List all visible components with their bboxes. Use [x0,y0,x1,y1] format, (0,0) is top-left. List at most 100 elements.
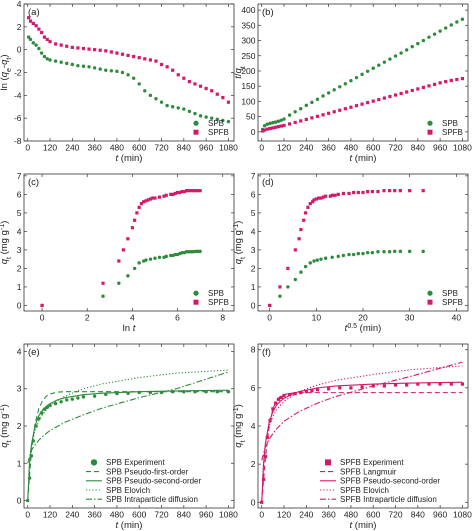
data-point [421,85,425,90]
data-point [215,92,219,96]
data-point [70,397,75,401]
data-point [286,285,290,289]
data-point [388,94,392,99]
data-point [196,189,200,193]
data-point [26,498,30,503]
data-point [132,54,136,59]
x-tick-label: 2 [85,313,90,323]
legend-label: SPFB Intraparticle diffusion [340,495,437,504]
data-point [276,125,281,129]
data-point [377,63,381,67]
data-point [198,114,203,118]
data-point [98,67,102,71]
y-axis-label: ln (qe-qt) [0,55,13,91]
legend-label: SPB Elovich [106,486,150,495]
x-tick-label: 360 [322,143,336,153]
plot-frame [23,173,235,312]
data-point [81,46,86,51]
y-tick-label: 300 [241,36,255,46]
y-tick-label: 6 [251,189,256,199]
panel-label: (d) [262,177,274,188]
data-point [332,88,336,92]
data-point [278,285,282,289]
data-point [76,396,80,400]
legend-marker [193,290,199,296]
legend-label: SPB [208,119,224,128]
x-tick-label: 120 [43,510,57,520]
data-point [271,407,275,411]
data-point [336,192,340,196]
data-point [438,81,442,85]
data-point [126,73,130,77]
data-point [126,274,130,278]
chart-panel: (d) 0 10 20 30 40 0 1 2 3 4 5 6 7 t0.5 (min) qt (mg g-1… [233,171,469,334]
data-point [347,252,351,257]
legend-marker [427,120,433,126]
data-point [37,416,41,421]
x-tick-label: 1080 [453,143,472,153]
x-tick-label: 720 [388,510,402,520]
data-point [302,218,306,222]
x-axis-label: t (min) [116,153,143,164]
data-point [171,192,175,196]
data-point [317,196,321,200]
data-point [449,23,453,27]
data-point [175,190,180,195]
data-point [37,27,41,31]
legend-marker [193,120,199,126]
data-point [287,392,292,397]
x-tick-label: 0 [25,510,30,520]
data-point [382,250,386,254]
data-point [438,29,442,33]
chart-panel: (e) 0 120 240 360 480 600 720 840 960 1080 0 1 2 3 4 t (… [0,343,238,531]
data-point [304,390,308,394]
data-point [371,66,375,70]
x-tick-label: 480 [344,510,358,520]
data-point [393,189,397,193]
x-tick-label: 600 [366,510,380,520]
data-point [360,385,364,389]
panel-label: (e) [28,347,40,358]
data-point [187,109,192,114]
data-point [268,126,272,131]
data-point [410,44,414,49]
data-point [388,189,392,193]
data-point [92,394,97,398]
y-tick-label: 0 [17,496,22,506]
data-point [361,190,365,195]
data-point [42,35,47,39]
data-point [410,88,414,93]
data-point [262,128,267,132]
data-point [120,70,125,75]
y-tick-label: 50 [246,112,256,122]
data-point [180,189,184,194]
x-axis-label: ln t [123,323,136,334]
data-point [268,418,272,422]
data-point [376,250,380,254]
data-point [193,82,197,86]
plot-frame [23,3,235,142]
data-point [146,198,150,202]
data-point [131,76,136,80]
data-point [42,54,47,59]
data-point [293,120,297,125]
y-tick-label: -4 [14,90,22,100]
data-point [356,190,360,195]
y-tick-label: 100 [241,96,255,106]
data-point [268,121,272,126]
data-point [48,40,52,44]
legend-marker [193,129,199,135]
data-point [299,391,303,395]
data-point [315,388,320,392]
y-tick-label: 1 [17,282,22,292]
data-point [398,189,402,193]
data-point [187,189,191,193]
data-point [366,189,370,194]
plot-area [260,17,465,133]
x-tick-label: 30 [405,313,415,323]
data-point [31,41,35,45]
data-point [421,38,426,43]
data-point [287,122,292,126]
